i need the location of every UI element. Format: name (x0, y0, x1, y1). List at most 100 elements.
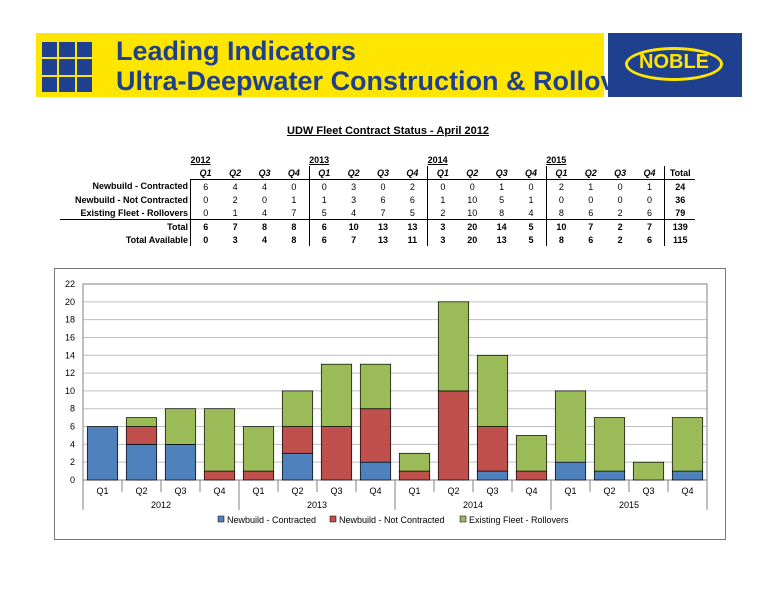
bar-segment (281, 426, 314, 454)
row-label: Newbuild - Not Contracted (60, 193, 191, 206)
page-subtitle: Ultra-Deepwater Construction & Rollover (116, 66, 642, 96)
y-tick-label: 20 (65, 297, 75, 307)
chart-frame (54, 268, 726, 540)
header-banner (36, 33, 604, 97)
table-cell: 2 (232, 194, 238, 205)
row-label: Existing Fleet - Rollovers (60, 206, 191, 220)
x-tick-label: Q1 (96, 486, 108, 496)
x-tick-label: Q1 (564, 486, 576, 496)
bar-segment (593, 470, 626, 481)
table-cell: 6 (309, 219, 339, 233)
bar-segment (281, 452, 314, 481)
row-total: 24 (675, 181, 686, 192)
table-cell: 3 (351, 181, 357, 192)
table-cell: 0 (634, 193, 666, 206)
x-group-label: 2013 (307, 500, 327, 510)
table-cell: 13 (368, 219, 398, 233)
table-cell: 0 (203, 234, 209, 245)
table-cell: 8 (279, 233, 310, 246)
table-cell: 0 (261, 194, 267, 205)
quarter-header: Q1 (427, 166, 458, 180)
total-header: Total (664, 166, 696, 180)
noble-logo-oval (625, 47, 723, 81)
bar-segment (86, 426, 119, 481)
table-cell: 6 (380, 194, 386, 205)
table-cell: 1 (321, 194, 327, 205)
table-cell: 4 (261, 207, 267, 218)
bar-segment (359, 461, 392, 481)
table-cell: 7 (351, 234, 357, 245)
table-cell: 1 (440, 194, 446, 205)
y-tick-label: 18 (65, 315, 75, 325)
x-tick-label: Q2 (447, 486, 459, 496)
table-cell: 3 (232, 234, 238, 245)
bar-segment (398, 452, 431, 472)
table-cell: 5 (499, 194, 505, 205)
quarter-header: Q1 (309, 166, 339, 180)
quarter-header: Q3 (249, 166, 280, 180)
quarter-header: Q4 (279, 166, 310, 180)
table-cell: 0 (203, 207, 209, 218)
table-cell: 3 (427, 219, 458, 233)
table-cell: 0 (617, 181, 623, 192)
table-cell: 6 (190, 219, 221, 233)
table-cell: 8 (279, 219, 310, 233)
row-total: 79 (675, 207, 686, 218)
table-cell: 20 (457, 219, 487, 233)
legend-swatch (217, 515, 225, 523)
table-row: Newbuild - Contracted 6 4 4 0 0 3 0 2 0 0 1 0 2 1 0 1 24 (60, 179, 695, 193)
row-label: Newbuild - Contracted (60, 179, 191, 193)
bar-segment (671, 417, 704, 472)
table-cell: 0 (321, 181, 327, 192)
bar-segment (242, 426, 275, 472)
table-cell: 2 (397, 179, 429, 193)
bar-segment (554, 390, 587, 463)
row-label: Total (60, 219, 191, 233)
x-tick-label: Q3 (174, 486, 186, 496)
bar-segment (515, 435, 548, 472)
table-cell: 10 (546, 219, 577, 233)
quarter-row: Q1 Q2 Q3 Q4 Q1 Q2 Q3 Q4 Q1 Q2 Q3 Q4 Q1 Q2 Q3 Q4 Total (60, 166, 696, 180)
x-tick-label: Q3 (486, 486, 498, 496)
year-label: 2015 (546, 154, 567, 165)
table-cell: 0 (279, 179, 310, 193)
x-tick-label: Q3 (330, 486, 342, 496)
x-tick-label: Q4 (213, 486, 225, 496)
table-cell: 8 (499, 207, 505, 218)
y-tick-label: 16 (65, 332, 75, 342)
quarter-header: Q1 (190, 166, 221, 180)
table-cell: 6 (588, 207, 594, 218)
table-cell: 6 (588, 234, 594, 245)
y-tick-label: 0 (70, 475, 75, 485)
table-cell: 8 (249, 219, 280, 233)
year-label: 2012 (190, 154, 211, 165)
bar-segment (437, 301, 470, 392)
table-cell: 0 (380, 181, 386, 192)
bar-segment (476, 470, 509, 481)
table-cell: 7 (380, 207, 386, 218)
bar-segment (554, 461, 587, 481)
bar-segment (476, 354, 509, 427)
table-cell: 4 (261, 234, 267, 245)
table-cell: 0 (588, 194, 594, 205)
bar-segment (164, 408, 197, 445)
table-cell: 6 (634, 233, 666, 246)
bar-segment (671, 470, 704, 481)
table-row: Newbuild - Not Contracted 0 2 0 1 1 3 6 6 1 10 5 1 0 0… (60, 193, 695, 206)
table-cell: 0 (469, 181, 475, 192)
x-tick-label: Q4 (369, 486, 381, 496)
y-tick-label: 2 (70, 457, 75, 467)
y-tick-label: 10 (65, 386, 75, 396)
bar-segment (359, 363, 392, 410)
table-cell: 4 (351, 207, 357, 218)
bar-segment (125, 417, 158, 427)
table-cell: 4 (516, 206, 547, 220)
legend-label: Newbuild - Not Contracted (339, 515, 445, 525)
y-tick-label: 14 (65, 350, 75, 360)
table-cell: 13 (397, 219, 429, 233)
table-cell: 2 (558, 181, 564, 192)
table-cell: 2 (617, 234, 623, 245)
bar-segment (320, 426, 353, 481)
quarter-header: Q2 (338, 166, 369, 180)
